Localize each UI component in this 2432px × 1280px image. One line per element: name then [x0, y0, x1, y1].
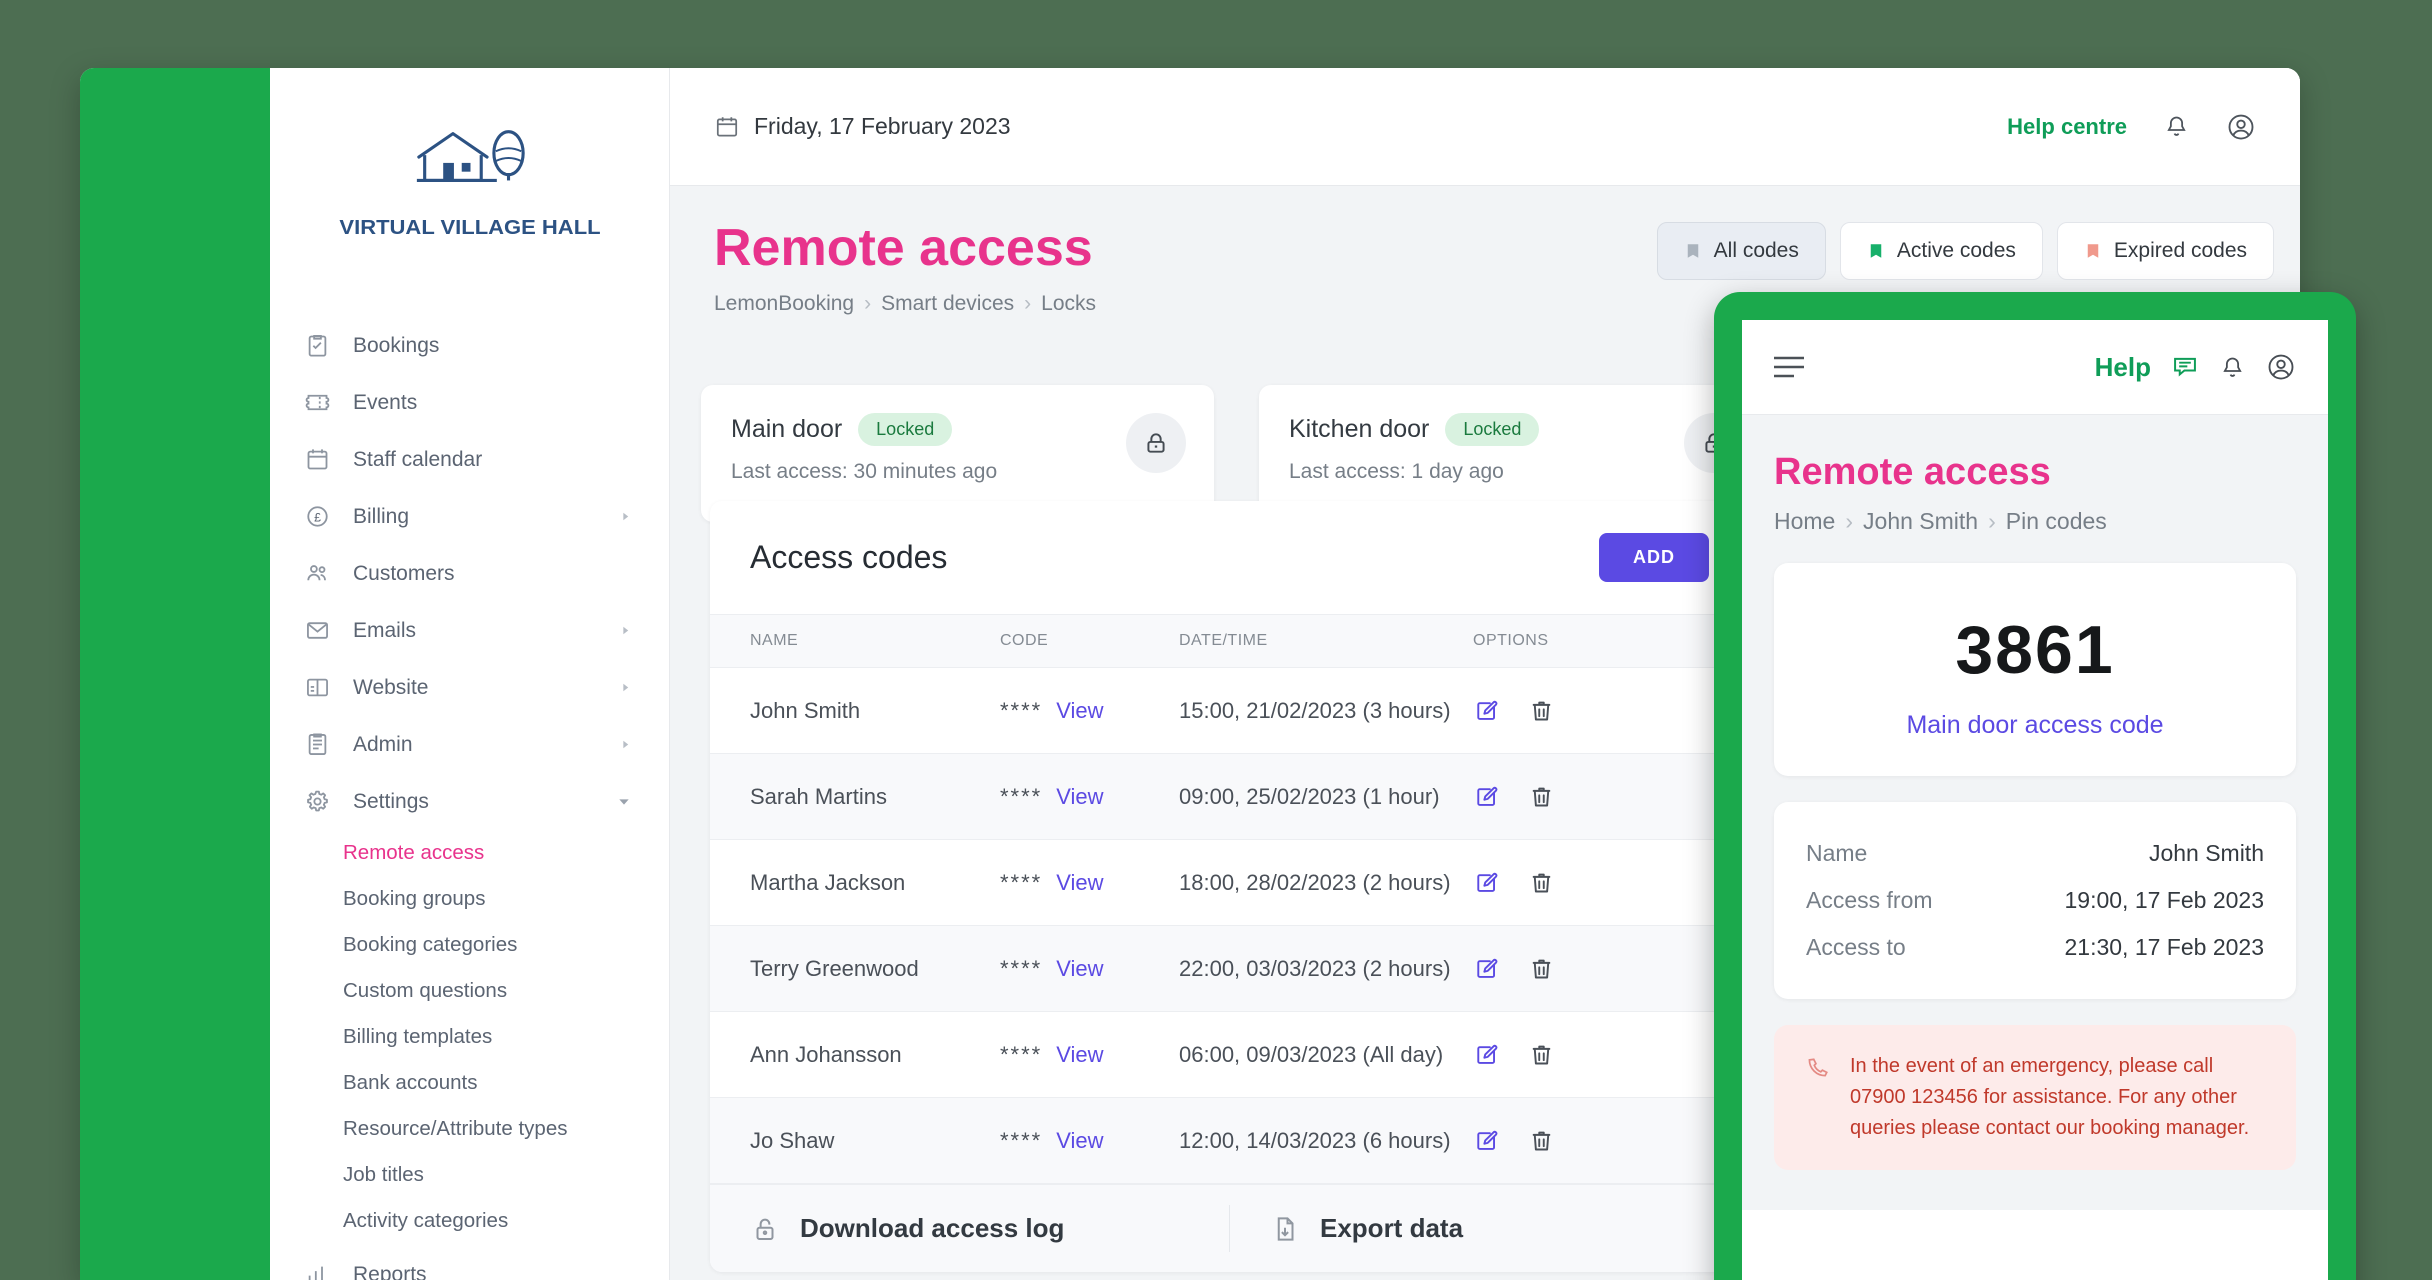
- svg-text:£: £: [314, 511, 321, 525]
